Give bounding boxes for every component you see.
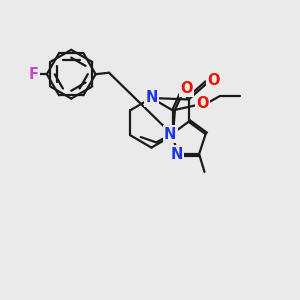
Text: O: O (181, 81, 193, 96)
Text: N: N (164, 127, 176, 142)
Text: F: F (29, 67, 39, 82)
Text: N: N (170, 146, 183, 161)
Text: O: O (196, 96, 208, 111)
Text: N: N (145, 91, 158, 106)
Text: O: O (207, 73, 220, 88)
